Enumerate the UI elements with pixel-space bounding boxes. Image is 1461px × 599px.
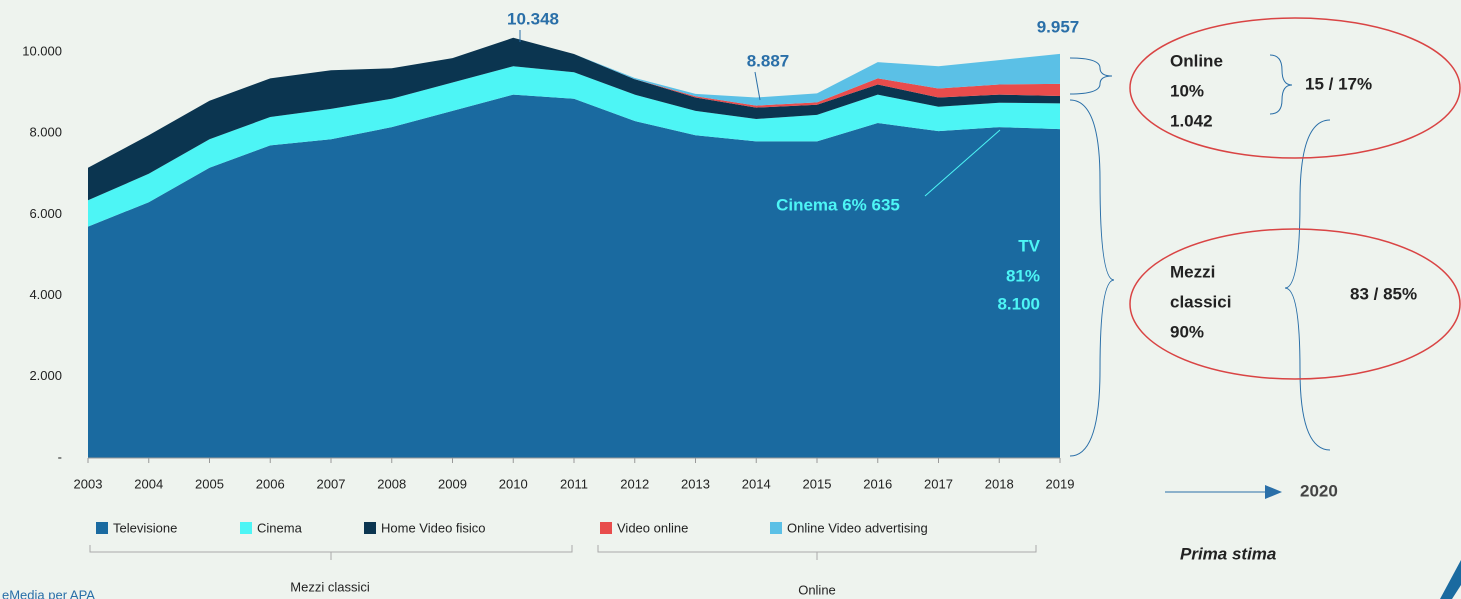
area	[88, 94, 1060, 458]
legend-label: Video online	[617, 520, 688, 535]
annotation: Online	[1170, 51, 1223, 70]
annotation: classici	[1170, 292, 1231, 311]
legend-label: Televisione	[113, 520, 177, 535]
x-tick-label: 2009	[438, 476, 467, 491]
y-tick-label: 6.000	[29, 206, 62, 221]
arrow-head	[1265, 485, 1282, 499]
y-tick-label: 8.000	[29, 125, 62, 140]
x-tick-label: 2018	[985, 476, 1014, 491]
annotation: Cinema 6% 635	[776, 195, 900, 214]
legend-swatch	[770, 522, 782, 534]
group-label: Online	[798, 582, 836, 597]
x-tick-label: 2014	[742, 476, 771, 491]
x-tick-label: 2017	[924, 476, 953, 491]
group-bracket	[89, 545, 573, 560]
legend-swatch	[96, 522, 108, 534]
plot	[88, 37, 1060, 458]
x-tick-label: 2013	[681, 476, 710, 491]
x-tick-label: 2008	[377, 476, 406, 491]
y-tick-label: 2.000	[29, 368, 62, 383]
braces	[1069, 54, 1331, 493]
x-tick-label: 2005	[195, 476, 224, 491]
annotation: 1.042	[1170, 111, 1213, 130]
legend-label: Home Video fisico	[381, 520, 486, 535]
source: eMedia per APA	[2, 587, 95, 599]
x-tick-label: 2019	[1046, 476, 1075, 491]
ellipse	[1129, 17, 1461, 159]
x-tick-label: 2012	[620, 476, 649, 491]
annotation: 90%	[1170, 322, 1204, 341]
annotation: 8.887	[747, 51, 790, 70]
legend-swatch	[364, 522, 376, 534]
callout	[924, 129, 1001, 197]
callout	[754, 71, 761, 101]
annotation: 10%	[1170, 81, 1204, 100]
annotation: Mezzi	[1170, 262, 1215, 281]
x-tick-label: 2003	[74, 476, 103, 491]
x-tick-label: 2016	[863, 476, 892, 491]
annotation: 15 / 17%	[1305, 74, 1372, 93]
x-tick-label: 2004	[134, 476, 163, 491]
y-tick-label: 10.000	[22, 43, 62, 58]
legend-swatch	[240, 522, 252, 534]
x-tick-label: 2006	[256, 476, 285, 491]
brace	[1269, 54, 1293, 115]
group-label: Mezzi classici	[290, 579, 370, 594]
logo	[1440, 560, 1461, 599]
annotation: TV	[1018, 236, 1040, 255]
annotation: Prima stima	[1180, 544, 1276, 563]
legend-swatch	[600, 522, 612, 534]
ellipse	[1129, 228, 1461, 380]
x-tick-label: 2011	[560, 476, 588, 491]
x-tick-label: 2015	[803, 476, 832, 491]
annotation: 2020	[1300, 481, 1338, 500]
annotation: 10.348	[507, 9, 559, 28]
x-tick-label: 2010	[499, 476, 528, 491]
annotation: 9.957	[1037, 17, 1080, 36]
annotation: 81%	[1006, 266, 1040, 285]
legend-label: Online Video advertising	[787, 520, 928, 535]
group-bracket	[597, 545, 1037, 560]
brace	[1284, 119, 1331, 451]
x-tick-label: 2007	[317, 476, 346, 491]
area	[88, 37, 1060, 201]
y-tick-label: -	[58, 449, 62, 464]
legend-label: Cinema	[257, 520, 303, 535]
annotation: 8.100	[997, 294, 1040, 313]
annotation: 83 / 85%	[1350, 284, 1417, 303]
area	[88, 66, 1060, 227]
brace	[1069, 57, 1113, 95]
brace	[1069, 99, 1115, 457]
y-tick-label: 4.000	[29, 287, 62, 302]
